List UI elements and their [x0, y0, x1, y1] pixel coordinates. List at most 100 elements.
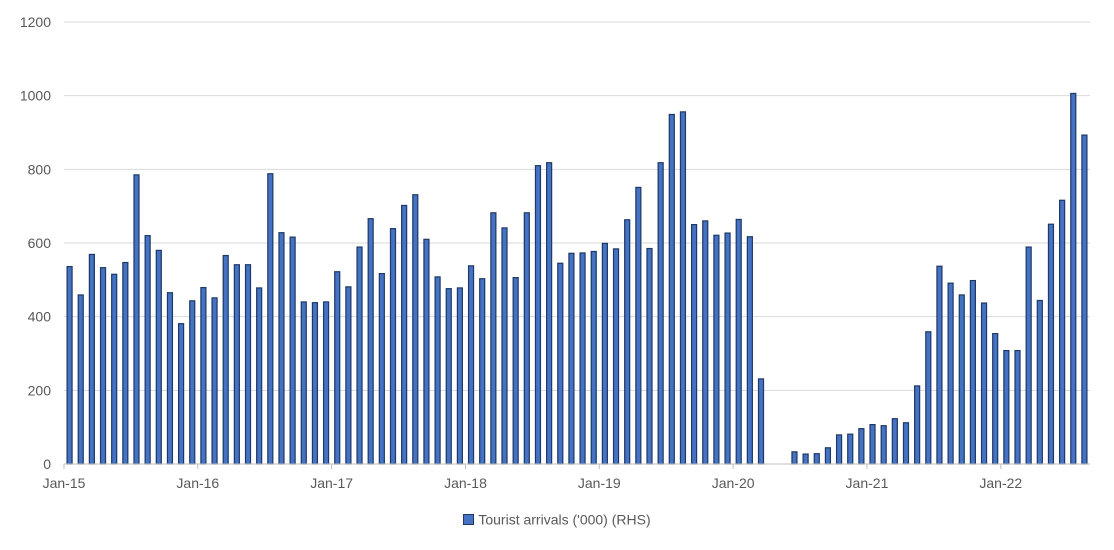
bar: [824, 447, 832, 465]
bar: [835, 434, 843, 465]
bar: [534, 165, 542, 465]
bar: [289, 236, 296, 465]
y-tick-label: 1200: [20, 14, 51, 30]
bar: [612, 248, 620, 465]
bar: [858, 428, 865, 465]
bar: [99, 267, 107, 465]
bar: [791, 451, 798, 465]
bar: [177, 323, 185, 465]
bar: [322, 301, 330, 465]
bar: [1014, 349, 1021, 465]
bar: [490, 212, 497, 465]
bar: [724, 232, 731, 465]
x-tick-label: Jan-22: [979, 475, 1022, 491]
bar: [880, 425, 887, 465]
bar: [746, 236, 753, 465]
bar: [200, 286, 207, 465]
bar: [1025, 246, 1032, 465]
bar: [958, 294, 965, 465]
x-tick-label: Jan-17: [310, 475, 353, 491]
bar: [334, 271, 341, 465]
bar: [947, 282, 954, 465]
bar: [869, 423, 876, 465]
bar: [936, 265, 943, 465]
chart-canvas: 0 200 400 600 800 1000 1200 Jan-15 Jan-16 Jan-17 J…: [20, 14, 1090, 491]
bar: [646, 247, 653, 465]
bar: [401, 204, 408, 465]
bar: [1081, 134, 1088, 465]
bar: [657, 162, 664, 465]
bar: [267, 173, 274, 465]
bar: [345, 286, 352, 465]
y-tick-label: 800: [28, 161, 52, 177]
bar: [512, 277, 519, 465]
bar: [735, 218, 742, 465]
bar: [891, 418, 898, 465]
bar: [702, 220, 709, 465]
legend-swatch: [463, 513, 475, 525]
y-tick-label: 600: [28, 235, 52, 251]
bar: [668, 113, 675, 465]
bar: [969, 279, 977, 465]
bar: [713, 234, 720, 465]
bar: [679, 111, 687, 465]
bar: [1070, 92, 1077, 465]
bar: [133, 174, 140, 465]
bar: [1059, 199, 1066, 465]
bar: [88, 253, 95, 465]
bar: [111, 273, 118, 465]
bar: [501, 227, 508, 465]
bar: [546, 162, 553, 465]
bar: [189, 300, 196, 465]
bar: [925, 331, 932, 465]
bar: [211, 297, 218, 465]
bar: [356, 246, 363, 465]
x-tick-label: Jan-18: [444, 475, 487, 491]
bar: [166, 292, 174, 465]
bar: [601, 242, 608, 465]
x-tick-label: Jan-19: [578, 475, 621, 491]
bar: [445, 288, 452, 465]
bar: [434, 276, 441, 465]
legend: Tourist arrivals ('000) (RHS): [0, 510, 1114, 527]
bar: [557, 262, 564, 465]
bar: [992, 333, 999, 465]
bar: [624, 219, 631, 465]
bar: [1047, 223, 1055, 465]
bar: [1003, 349, 1010, 465]
bar: [233, 264, 240, 465]
bar: [813, 453, 820, 465]
legend-label: Tourist arrivals ('000) (RHS): [478, 511, 651, 528]
bar: [300, 301, 307, 465]
bar: [635, 186, 642, 465]
bar: [423, 238, 430, 465]
bar: [256, 287, 263, 465]
bar: [367, 218, 374, 465]
bar: [122, 261, 129, 465]
bar: [311, 302, 319, 465]
bar: [278, 232, 285, 465]
bar: [914, 385, 921, 465]
bar: [222, 254, 229, 465]
bar: [1036, 299, 1043, 465]
y-tick-label: 200: [28, 382, 52, 398]
bar: [902, 422, 910, 465]
bar: [378, 272, 385, 465]
bar: [467, 265, 475, 465]
bar: [412, 194, 419, 465]
y-tick-label: 1000: [20, 88, 51, 104]
bar: [456, 287, 464, 465]
bar: [479, 278, 486, 465]
bar: [66, 265, 73, 465]
y-tick-label: 0: [43, 456, 51, 472]
bar: [847, 433, 854, 465]
bar: [389, 228, 397, 465]
bar: [980, 302, 988, 465]
x-tick-label: Jan-16: [176, 475, 219, 491]
bar: [523, 212, 530, 465]
x-tick-label: Jan-21: [846, 475, 889, 491]
bar: [144, 235, 151, 465]
bar: [244, 264, 252, 465]
x-tick-label: Jan-20: [712, 475, 755, 491]
